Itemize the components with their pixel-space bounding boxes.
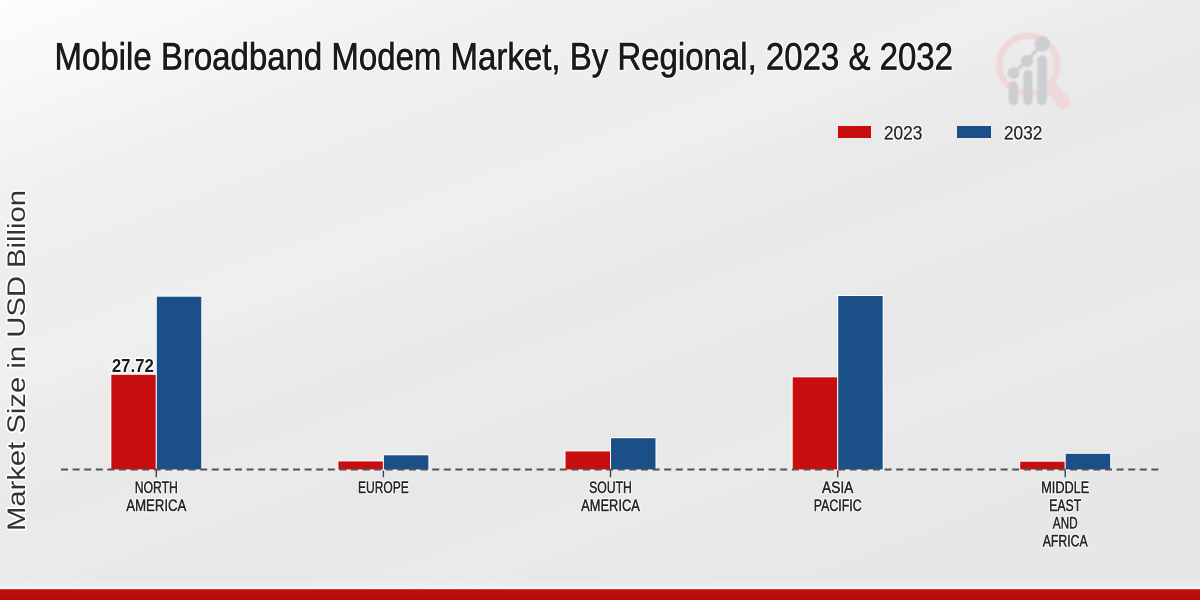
svg-text:MIDDLE: MIDDLE	[1041, 478, 1089, 497]
svg-text:Market Size in USD Billion: Market Size in USD Billion	[3, 190, 31, 531]
svg-text:AMERICA: AMERICA	[581, 496, 640, 515]
svg-text:2023: 2023	[884, 123, 923, 145]
svg-text:NORTH: NORTH	[135, 478, 178, 497]
svg-text:AMERICA: AMERICA	[126, 496, 187, 515]
svg-text:AMERICA: AMERICA	[581, 496, 640, 515]
svg-text:2023: 2023	[884, 123, 923, 145]
svg-text:ASIA: ASIA	[822, 478, 854, 497]
svg-text:AFRICA: AFRICA	[1043, 531, 1089, 550]
svg-text:AFRICA: AFRICA	[1043, 531, 1089, 550]
svg-text:SOUTH: SOUTH	[589, 478, 632, 497]
svg-text:AND: AND	[1053, 514, 1078, 533]
svg-text:EAST: EAST	[1049, 496, 1081, 515]
svg-text:EUROPE: EUROPE	[358, 478, 409, 497]
svg-text:2032: 2032	[1004, 123, 1043, 145]
svg-text:EUROPE: EUROPE	[358, 478, 409, 497]
svg-text:2032: 2032	[1004, 123, 1043, 145]
svg-text:Mobile Broadband Modem Market,: Mobile Broadband Modem Market, By Region…	[55, 37, 954, 79]
svg-text:ASIA: ASIA	[822, 478, 854, 497]
svg-text:AMERICA: AMERICA	[126, 496, 187, 515]
svg-text:MIDDLE: MIDDLE	[1041, 478, 1089, 497]
svg-text:27.72: 27.72	[112, 356, 154, 376]
svg-text:Market Size in USD Billion: Market Size in USD Billion	[3, 190, 31, 531]
svg-text:PACIFIC: PACIFIC	[814, 496, 862, 515]
svg-text:SOUTH: SOUTH	[589, 478, 632, 497]
svg-text:AND: AND	[1053, 514, 1078, 533]
svg-text:27.72: 27.72	[112, 356, 154, 376]
svg-text:PACIFIC: PACIFIC	[814, 496, 862, 515]
svg-text:Mobile Broadband Modem Market,: Mobile Broadband Modem Market, By Region…	[55, 37, 954, 79]
svg-text:EAST: EAST	[1049, 496, 1081, 515]
svg-text:NORTH: NORTH	[135, 478, 178, 497]
